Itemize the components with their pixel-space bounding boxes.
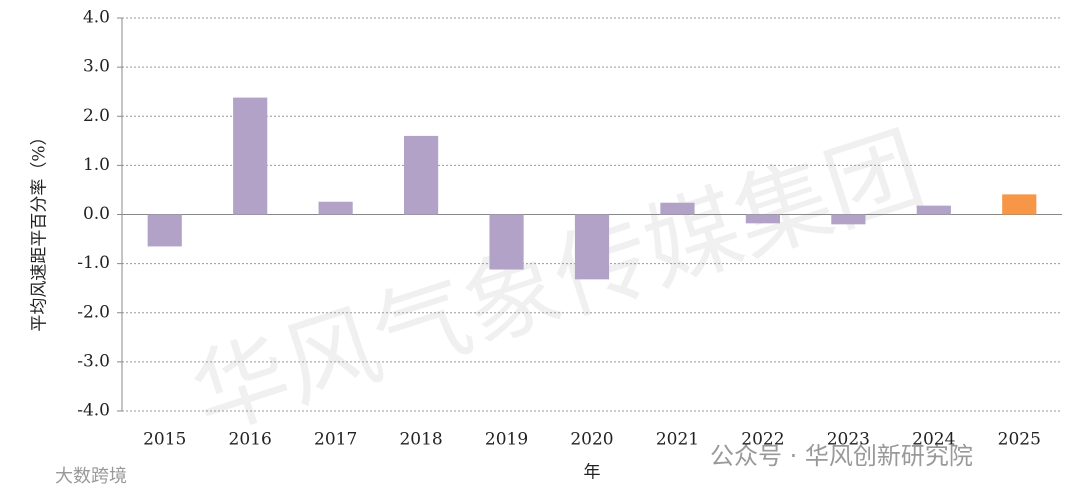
y-tick-label: 4.0 xyxy=(83,8,110,28)
bar xyxy=(916,205,951,215)
x-tick-label: 2020 xyxy=(570,430,613,450)
bar xyxy=(318,201,353,215)
x-tick-label: 2016 xyxy=(229,430,272,450)
y-tick-label: -1.0 xyxy=(77,253,110,273)
x-tick-label: 2019 xyxy=(485,430,528,450)
x-tick-label: 2024 xyxy=(912,430,955,450)
y-tick-label: -4.0 xyxy=(77,401,110,421)
bar xyxy=(233,97,268,215)
x-tick-label: 2017 xyxy=(314,430,357,450)
bar xyxy=(574,214,610,280)
watermark: 大数跨境 xyxy=(55,466,127,487)
x-axis-label: 年 xyxy=(584,463,601,483)
x-tick-label: 2025 xyxy=(998,430,1041,450)
bar xyxy=(745,214,780,224)
bar xyxy=(404,135,439,215)
watermark: 华风气象传媒集团 xyxy=(179,114,936,453)
x-tick-label: 2021 xyxy=(656,430,699,450)
bar xyxy=(489,214,524,270)
bar xyxy=(1002,194,1037,215)
x-tick-label: 2015 xyxy=(143,430,186,450)
x-tick-label: 2022 xyxy=(741,430,784,450)
y-tick-label: -3.0 xyxy=(77,351,110,371)
watermark: 公众号 · 华风创新研究院 xyxy=(710,442,973,470)
y-axis-label: 平均风速距平百分率（%） xyxy=(30,128,50,331)
y-tick-label: -2.0 xyxy=(77,302,110,322)
x-tick-label: 2018 xyxy=(399,430,442,450)
y-tick-label: 1.0 xyxy=(83,155,110,175)
y-tick-label: 0.0 xyxy=(83,204,110,224)
bar xyxy=(831,214,866,225)
y-tick-label: 2.0 xyxy=(83,106,110,126)
bar xyxy=(660,202,695,215)
bar xyxy=(147,214,182,247)
y-tick-label: 3.0 xyxy=(83,57,110,77)
x-tick-label: 2023 xyxy=(827,430,870,450)
